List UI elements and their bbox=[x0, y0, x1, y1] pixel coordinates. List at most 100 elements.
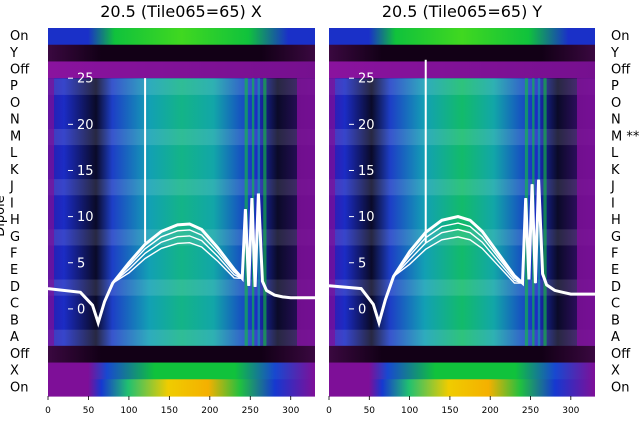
x-tick-label: 0 bbox=[326, 406, 332, 416]
row-label: Off bbox=[611, 347, 631, 362]
heatmap-row bbox=[329, 128, 595, 146]
heatmap-row bbox=[48, 245, 315, 263]
row-label: B bbox=[10, 313, 19, 328]
heatmap-row bbox=[329, 195, 595, 213]
row-label: A bbox=[611, 330, 620, 345]
chart-title: 20.5 (Tile065=65) X bbox=[100, 2, 262, 21]
heatmap-row bbox=[48, 362, 315, 380]
row-label: D bbox=[10, 280, 20, 295]
heatmap-row bbox=[329, 262, 595, 280]
row-label: On bbox=[10, 29, 28, 44]
heatmap-row bbox=[329, 178, 595, 196]
row-label: X bbox=[10, 364, 19, 379]
row-label: Y bbox=[610, 46, 619, 61]
row-label: P bbox=[10, 79, 18, 94]
row-label: On bbox=[10, 380, 28, 395]
row-label: J bbox=[610, 180, 615, 195]
overlay-tick-label: 5 bbox=[77, 256, 85, 271]
heatmap-row bbox=[48, 145, 315, 163]
heatmap-row bbox=[329, 295, 595, 313]
row-label: O bbox=[10, 96, 20, 111]
x-tick-label: 300 bbox=[562, 406, 579, 416]
heatmap-row bbox=[329, 28, 595, 46]
row-label: X bbox=[611, 364, 620, 379]
heatmap-row bbox=[48, 78, 315, 96]
row-label: H bbox=[611, 213, 621, 228]
row-label: F bbox=[10, 246, 17, 261]
x-tick-label: 100 bbox=[120, 406, 137, 416]
row-label: On bbox=[611, 29, 629, 44]
heatmap-row bbox=[48, 44, 315, 63]
heatmap-row bbox=[329, 329, 595, 347]
row-label: N bbox=[10, 113, 20, 128]
row-label: Off bbox=[611, 62, 631, 77]
heatmap-band bbox=[543, 78, 547, 346]
row-label: I bbox=[10, 196, 14, 211]
heatmap-row bbox=[48, 295, 315, 313]
heatmap-row bbox=[48, 212, 315, 230]
heatmap-row bbox=[48, 329, 315, 347]
heatmap-row bbox=[48, 195, 315, 213]
overlay-tick-label: 15 bbox=[358, 164, 375, 179]
heatmap-row bbox=[48, 128, 315, 146]
overlay-tick-label: 20 bbox=[358, 118, 375, 133]
heatmap-row bbox=[48, 111, 315, 129]
heatmap-row bbox=[329, 111, 595, 129]
row-label: G bbox=[10, 230, 20, 245]
row-label: L bbox=[611, 146, 619, 161]
x-tick-label: 300 bbox=[282, 406, 299, 416]
heatmap-row bbox=[329, 312, 595, 330]
x-tick-label: 250 bbox=[242, 406, 259, 416]
heatmap-row bbox=[329, 94, 595, 113]
heatmap-row bbox=[329, 212, 595, 230]
x-tick-label: 200 bbox=[482, 406, 499, 416]
heatmap-row bbox=[329, 345, 595, 364]
overlay-tick-label: 0 bbox=[77, 302, 85, 317]
row-label: L bbox=[10, 146, 18, 161]
heatmap-row bbox=[329, 78, 595, 96]
heatmap-row bbox=[48, 161, 315, 180]
row-label: A bbox=[10, 330, 19, 345]
heatmap-row bbox=[329, 379, 595, 397]
row-label: B bbox=[611, 313, 620, 328]
x-tick-label: 50 bbox=[364, 406, 376, 416]
row-label: E bbox=[611, 263, 619, 278]
row-label: J bbox=[9, 180, 14, 195]
heatmap-row bbox=[48, 262, 315, 280]
heatmap-row bbox=[329, 161, 595, 180]
chart-title: 20.5 (Tile065=65) Y bbox=[382, 2, 543, 21]
row-label: C bbox=[611, 297, 620, 312]
heatmap-row bbox=[48, 345, 315, 364]
overlay-line-variant bbox=[47, 193, 315, 326]
edge-band-right bbox=[577, 78, 595, 346]
heatmap-row bbox=[329, 145, 595, 163]
overlay-line-variant bbox=[328, 179, 595, 326]
row-label: I bbox=[611, 196, 615, 211]
row-label: G bbox=[611, 230, 621, 245]
row-label: F bbox=[611, 246, 618, 261]
x-tick-label: 250 bbox=[522, 406, 539, 416]
row-label: P bbox=[611, 79, 619, 94]
x-tick-label: 200 bbox=[201, 406, 218, 416]
x-tick-label: 100 bbox=[401, 406, 418, 416]
heatmap-band bbox=[263, 78, 267, 346]
heatmap-row bbox=[329, 245, 595, 263]
row-label: C bbox=[10, 297, 19, 312]
row-label: D bbox=[611, 280, 621, 295]
edge-band-left bbox=[48, 78, 54, 346]
heatmap-row bbox=[48, 178, 315, 196]
overlay-tick-label: 10 bbox=[77, 210, 94, 225]
overlay-tick-label: 10 bbox=[358, 210, 375, 225]
heatmap-row bbox=[48, 379, 315, 397]
row-label: M ** bbox=[611, 129, 640, 144]
heatmap-row bbox=[48, 312, 315, 330]
heatmap-row bbox=[329, 278, 595, 297]
row-label: Y bbox=[9, 46, 18, 61]
overlay-tick-label: 5 bbox=[358, 256, 366, 271]
overlay-tick-label: 0 bbox=[358, 302, 366, 317]
overlay-tick-label: 20 bbox=[77, 118, 94, 133]
row-label: Off bbox=[10, 62, 30, 77]
